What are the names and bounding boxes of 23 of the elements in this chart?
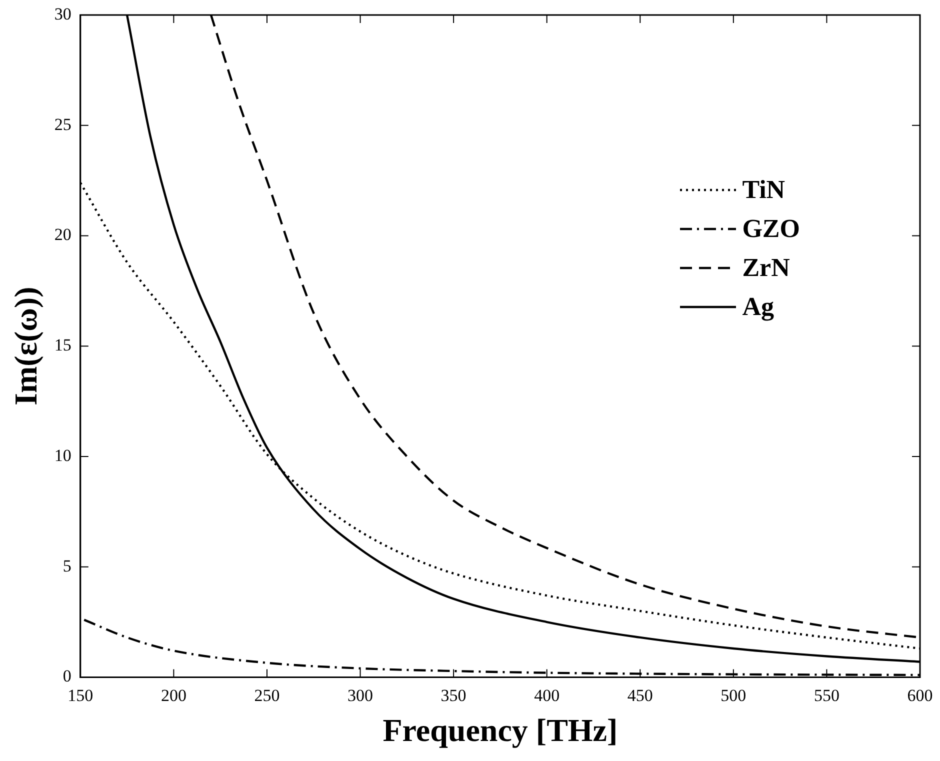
x-tick-label: 400 bbox=[534, 686, 560, 705]
y-tick-label: 15 bbox=[54, 336, 72, 355]
legend-label: TiN bbox=[742, 174, 786, 204]
x-tick-label: 150 bbox=[68, 686, 94, 705]
y-tick-label: 30 bbox=[54, 4, 72, 24]
y-tick-label: 25 bbox=[54, 114, 72, 134]
x-tick-label: 550 bbox=[814, 686, 840, 705]
legend-label: ZrN bbox=[742, 252, 790, 282]
legend-label: GZO bbox=[742, 214, 800, 244]
x-tick-label: 250 bbox=[254, 686, 280, 705]
x-tick-label: 350 bbox=[440, 686, 466, 705]
y-tick-label: 5 bbox=[62, 556, 72, 576]
y-tick-label: 0 bbox=[62, 666, 72, 686]
y-tick-label: 20 bbox=[54, 225, 72, 244]
x-tick-label: 450 bbox=[627, 686, 653, 705]
x-tick-label: 500 bbox=[720, 686, 746, 705]
x-axis-title: Frequency [THz] bbox=[382, 712, 618, 748]
legend-label: Ag bbox=[742, 292, 774, 322]
x-tick-label: 600 bbox=[907, 686, 933, 705]
x-tick-label: 200 bbox=[160, 686, 186, 705]
y-tick-label: 10 bbox=[54, 446, 72, 465]
y-axis-title: Im(ε(ω)) bbox=[7, 286, 44, 406]
x-tick-label: 300 bbox=[348, 686, 374, 705]
